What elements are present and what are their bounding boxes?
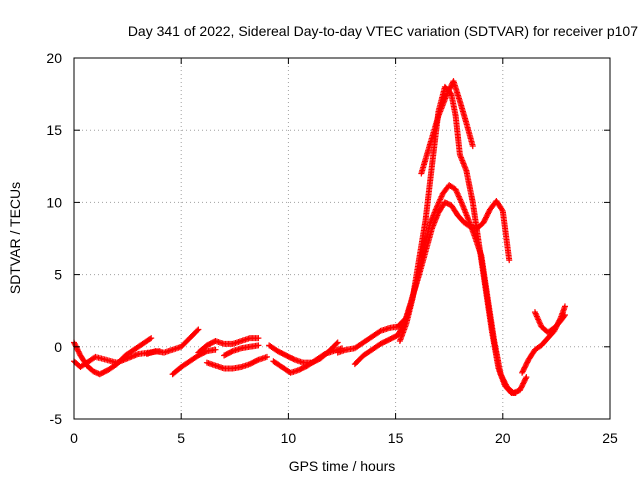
data-point-marker [228, 348, 235, 355]
data-point-marker [202, 348, 209, 355]
y-tick-label: -5 [50, 411, 63, 427]
y-tick-label: 0 [54, 339, 62, 355]
series-segment-15 [531, 309, 568, 336]
data-points [71, 78, 568, 397]
data-point-marker [561, 312, 568, 319]
data-point-marker [290, 356, 297, 363]
data-point-marker [334, 339, 341, 346]
y-tick-labels: -5 0 5 10 15 20 [46, 50, 62, 427]
data-point-marker [561, 313, 568, 320]
data-point-marker [561, 303, 568, 310]
series-segment-12 [396, 83, 519, 397]
plot-frame [73, 57, 611, 420]
x-tick-label: 5 [177, 430, 185, 446]
x-tick-label: 0 [70, 430, 78, 446]
data-point-marker [254, 357, 261, 364]
series-segment-14 [519, 303, 568, 376]
data-point-marker [255, 335, 262, 342]
chart-title: Day 341 of 2022, Sidereal Day-to-day VTE… [128, 23, 638, 39]
x-tick-labels: 0 5 10 15 20 25 [70, 430, 618, 446]
x-tick-label: 10 [281, 430, 297, 446]
series-segment-5 [195, 335, 262, 356]
data-point-marker [148, 335, 155, 342]
x-axis-label: GPS time / hours [289, 458, 396, 474]
series-segment-2 [71, 348, 163, 371]
data-point-marker [263, 353, 270, 360]
x-tick-label: 25 [602, 430, 618, 446]
data-point-marker [523, 374, 530, 381]
x-tick-label: 15 [388, 430, 404, 446]
data-point-marker [212, 346, 219, 353]
data-point-marker [320, 351, 327, 358]
axis-ticks [73, 57, 611, 420]
series-segment-3 [143, 326, 202, 358]
data-point-marker [506, 257, 513, 264]
series-segment-13 [418, 78, 476, 177]
data-point-marker [195, 326, 202, 333]
data-point-marker [376, 328, 383, 335]
grid [74, 58, 610, 419]
y-tick-label: 15 [46, 122, 62, 138]
data-point-marker [512, 390, 519, 397]
data-point-marker [498, 206, 505, 213]
data-point-marker [255, 342, 262, 349]
data-point-marker [194, 327, 201, 334]
x-tick-label: 20 [495, 430, 511, 446]
y-tick-label: 10 [46, 194, 62, 210]
data-point-marker [146, 335, 153, 342]
y-tick-label: 20 [46, 50, 62, 66]
y-tick-label: 5 [54, 267, 62, 283]
series-segment-1 [71, 335, 155, 378]
series-segment-6 [203, 353, 270, 372]
data-point-marker [333, 340, 340, 347]
data-point-marker [469, 143, 476, 150]
y-axis-label: SDTVAR / TECUs [7, 182, 23, 294]
data-point-marker [522, 375, 529, 382]
series-segment-7 [221, 342, 262, 359]
